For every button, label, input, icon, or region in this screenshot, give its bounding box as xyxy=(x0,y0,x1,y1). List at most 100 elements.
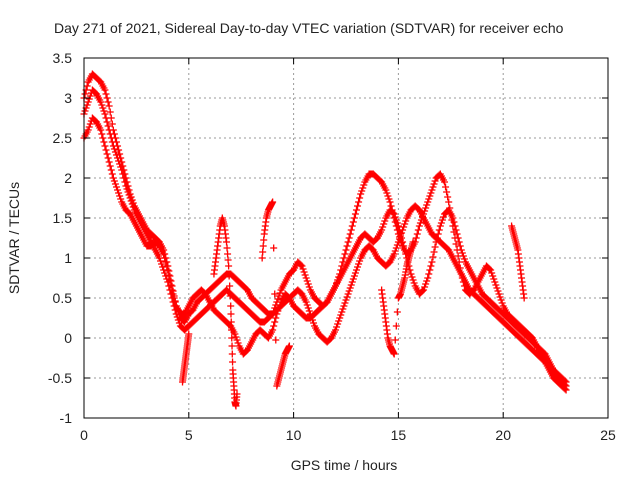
data-point xyxy=(86,92,94,100)
data-point xyxy=(455,238,463,246)
data-point xyxy=(100,107,108,115)
data-point xyxy=(342,296,350,304)
data-point xyxy=(165,282,173,290)
data-point xyxy=(338,308,346,316)
y-tick-label: 2.5 xyxy=(53,130,73,146)
data-point xyxy=(103,118,111,126)
data-point xyxy=(225,262,233,270)
data-point xyxy=(228,350,236,358)
data-point xyxy=(106,130,114,138)
data-point xyxy=(426,192,434,200)
data-point xyxy=(107,166,115,174)
data-point xyxy=(402,217,410,225)
data-point xyxy=(110,177,118,185)
data-point xyxy=(356,194,364,202)
data-point xyxy=(410,279,418,287)
data-point xyxy=(269,326,277,334)
data-point xyxy=(393,219,401,227)
data-point xyxy=(101,110,109,118)
data-point xyxy=(231,330,239,338)
data-point xyxy=(112,151,120,159)
data-point xyxy=(115,189,123,197)
data-point xyxy=(412,234,420,242)
data-point xyxy=(227,318,235,326)
data-point xyxy=(393,308,401,316)
data-point xyxy=(391,336,399,344)
data-point xyxy=(168,294,176,302)
data-point xyxy=(342,246,350,254)
data-point xyxy=(99,104,107,112)
data-point xyxy=(390,250,398,258)
data-point xyxy=(307,313,315,321)
data-point xyxy=(421,207,429,215)
data-point xyxy=(226,292,234,300)
data-point xyxy=(303,301,311,309)
data-point xyxy=(416,219,424,227)
data-point xyxy=(340,302,348,310)
data-point xyxy=(436,222,444,230)
data-point xyxy=(423,277,431,285)
data-point xyxy=(401,220,409,228)
data-point xyxy=(162,272,170,280)
data-point xyxy=(460,255,468,263)
y-tick-label: 3.5 xyxy=(53,50,73,66)
data-point xyxy=(449,214,457,222)
data-point xyxy=(258,254,266,262)
x-axis-label: GPS time / hours xyxy=(291,457,398,473)
data-point xyxy=(333,323,341,331)
data-point xyxy=(384,192,392,200)
data-point xyxy=(442,183,450,191)
data-point xyxy=(274,295,282,303)
data-point xyxy=(155,254,163,262)
data-point xyxy=(108,138,116,146)
data-point xyxy=(487,266,495,274)
data-point xyxy=(157,257,165,265)
data-point xyxy=(232,333,240,341)
data-point xyxy=(123,185,131,193)
data-point xyxy=(84,126,92,134)
data-point xyxy=(285,342,293,350)
data-point xyxy=(334,320,342,328)
data-point xyxy=(562,378,570,386)
y-tick-label: -1 xyxy=(60,410,73,426)
data-point xyxy=(382,186,390,194)
data-point xyxy=(395,235,403,243)
data-point xyxy=(430,248,438,256)
data-point xyxy=(360,181,368,189)
data-point xyxy=(102,90,110,98)
data-point xyxy=(429,183,437,191)
data-point xyxy=(271,290,279,298)
data-point xyxy=(346,230,354,238)
data-point xyxy=(104,154,112,162)
data-point xyxy=(169,298,177,306)
data-point xyxy=(350,272,358,280)
data-point xyxy=(450,218,458,226)
data-point xyxy=(234,339,242,347)
data-point xyxy=(381,217,389,225)
data-point xyxy=(379,223,387,231)
data-point xyxy=(224,250,232,258)
data-point xyxy=(409,276,417,284)
data-point xyxy=(299,265,307,273)
data-point xyxy=(349,275,357,283)
data-point xyxy=(497,296,505,304)
data-point xyxy=(383,189,391,197)
data-point xyxy=(106,162,114,170)
data-point xyxy=(126,194,134,202)
data-point xyxy=(427,262,435,270)
data-point xyxy=(304,304,312,312)
data-point xyxy=(303,277,311,285)
data-point xyxy=(161,269,169,277)
data-point xyxy=(105,126,113,134)
data-point xyxy=(390,350,398,358)
data-point xyxy=(423,201,431,209)
data-point xyxy=(391,247,399,255)
data-point xyxy=(336,314,344,322)
data-point xyxy=(398,229,406,237)
data-point xyxy=(341,299,349,307)
data-point xyxy=(298,262,306,270)
data-point xyxy=(348,222,356,230)
data-point xyxy=(122,182,130,190)
data-point xyxy=(121,178,129,186)
data-point xyxy=(396,232,404,240)
